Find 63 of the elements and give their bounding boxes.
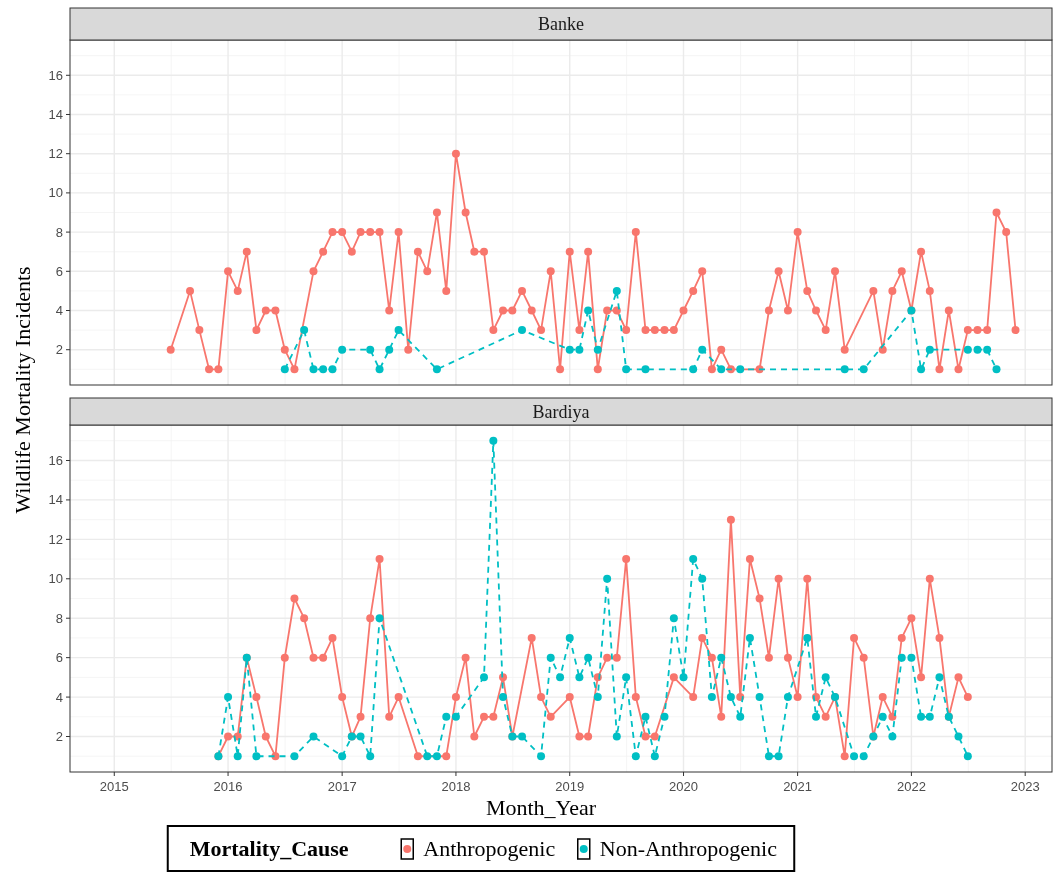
point <box>717 365 726 374</box>
legend-title: Mortality_Cause <box>189 836 349 861</box>
x-tick-label: 2017 <box>327 779 357 794</box>
point <box>394 326 403 335</box>
point <box>925 345 934 354</box>
y-tick-label: 10 <box>48 571 63 587</box>
chart-title: Bardiya <box>532 401 590 422</box>
chart-title: Banke <box>538 14 584 34</box>
point <box>565 345 574 354</box>
point <box>992 365 1001 374</box>
x-tick-label: 2015 <box>99 779 129 794</box>
x-axis-title: Month_Year <box>485 795 597 820</box>
point <box>366 345 375 354</box>
x-tick-label: 2022 <box>896 779 926 794</box>
point <box>689 365 698 374</box>
y-tick-label: 4 <box>55 303 63 319</box>
point <box>622 365 631 374</box>
x-tick-label: 2021 <box>783 779 813 794</box>
point <box>641 365 650 374</box>
point <box>612 286 621 295</box>
y-tick-label: 2 <box>55 342 63 358</box>
point <box>375 365 384 374</box>
point <box>840 365 849 374</box>
x-tick-label: 2019 <box>555 779 585 794</box>
point <box>300 326 309 335</box>
x-tick-label: 2018 <box>441 779 471 794</box>
y-tick-label: 6 <box>55 263 63 279</box>
y-axis-title: Wildlife Mortality Incidents <box>10 266 35 514</box>
y-tick-label: 4 <box>55 689 63 705</box>
point <box>983 345 992 354</box>
y-tick-label: 8 <box>55 224 63 240</box>
x-tick-label: 2020 <box>669 779 698 794</box>
point <box>973 345 982 354</box>
y-tick-label: 6 <box>55 650 63 666</box>
point <box>698 345 707 354</box>
y-tick-label: 14 <box>48 492 63 508</box>
y-tick-label: 8 <box>55 610 63 626</box>
point <box>859 365 868 374</box>
point <box>963 345 972 354</box>
point <box>309 365 318 374</box>
point <box>584 306 593 315</box>
point <box>328 365 337 374</box>
x-tick-label: 2023 <box>1010 779 1040 794</box>
point <box>575 345 584 354</box>
legend-label: Non-Anthropogenic <box>599 836 778 861</box>
y-tick-label: 16 <box>48 452 63 468</box>
y-tick-label: 14 <box>48 106 63 122</box>
x-tick-label: 2016 <box>213 779 243 794</box>
point <box>432 365 441 374</box>
point <box>917 365 926 374</box>
legend-label: Anthropogenic <box>423 836 556 861</box>
point <box>319 365 328 374</box>
y-tick-label: 12 <box>48 146 63 162</box>
point <box>280 365 289 374</box>
point <box>338 345 347 354</box>
point <box>385 345 394 354</box>
y-tick-label: 12 <box>48 531 63 547</box>
y-tick-label: 16 <box>48 67 63 83</box>
point <box>736 365 745 374</box>
y-tick-label: 10 <box>48 185 63 201</box>
point <box>518 326 527 335</box>
point <box>593 345 602 354</box>
y-tick-label: 2 <box>55 729 63 745</box>
